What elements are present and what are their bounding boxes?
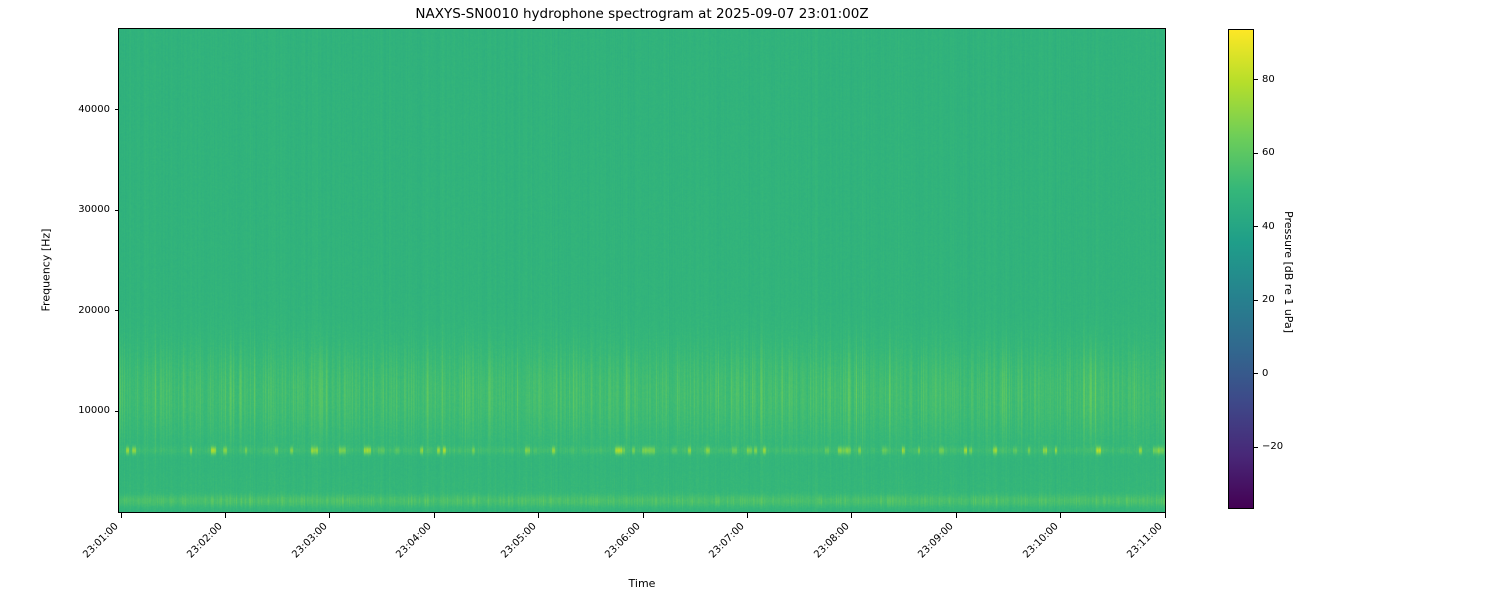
x-tick-label: 23:04:00 [394,521,434,561]
y-tick-mark [115,310,119,312]
x-tick-label: 23:06:00 [603,521,643,561]
x-tick-mark [120,513,122,518]
y-tick-label: 20000 [78,304,110,316]
colorbar-tick-label: 80 [1262,73,1275,85]
colorbar-tick-mark [1254,226,1258,228]
colorbar [1228,29,1254,509]
x-tick-label: 23:02:00 [185,521,226,561]
colorbar-tick-label: 0 [1262,367,1269,379]
colorbar-tick-mark [1254,299,1258,301]
colorbar-tick-mark [1254,152,1258,154]
y-tick-mark [115,410,119,412]
x-axis-label: Time [628,577,656,590]
x-tick-label: 23:09:00 [916,521,956,561]
x-tick-mark [433,513,435,518]
x-tick-label: 23:03:00 [290,521,330,561]
colorbar-gradient [1229,30,1253,508]
x-tick-mark [1164,513,1166,518]
colorbar-tick-label: 40 [1262,220,1275,232]
y-tick-mark [115,209,119,211]
x-tick-mark [224,513,226,518]
y-axis-label: Frequency [Hz] [39,228,53,312]
spectrogram-heatmap [119,29,1165,512]
x-tick-mark [329,513,331,518]
x-tick-label: 23:08:00 [812,521,852,561]
colorbar-tick-label: 60 [1262,147,1275,159]
y-tick-label: 40000 [78,103,110,115]
x-tick-mark [538,513,540,518]
x-tick-mark [851,513,853,518]
colorbar-label: Pressure [dB re 1 uPa] [1282,211,1295,333]
x-tick-label: 23:10:00 [1020,521,1061,561]
y-tick-label: 30000 [78,204,110,216]
x-tick-mark [642,513,644,518]
y-tick-mark [115,109,119,110]
colorbar-tick-mark [1254,446,1258,448]
colorbar-tick-label: −20 [1262,441,1284,453]
x-tick-mark [1060,513,1062,518]
x-tick-label: 23:01:00 [81,521,121,561]
plot-title: NAXYS-SN0010 hydrophone spectrogram at 2… [415,6,869,22]
x-tick-label: 23:05:00 [498,521,539,561]
y-tick-label: 10000 [78,405,110,417]
x-tick-mark [746,513,748,518]
colorbar-tick-label: 20 [1262,294,1275,306]
x-tick-mark [955,513,957,518]
x-tick-label: 23:07:00 [707,521,748,561]
colorbar-tick-mark [1254,79,1258,81]
x-tick-label: 23:11:00 [1125,521,1165,561]
colorbar-tick-mark [1254,373,1258,375]
